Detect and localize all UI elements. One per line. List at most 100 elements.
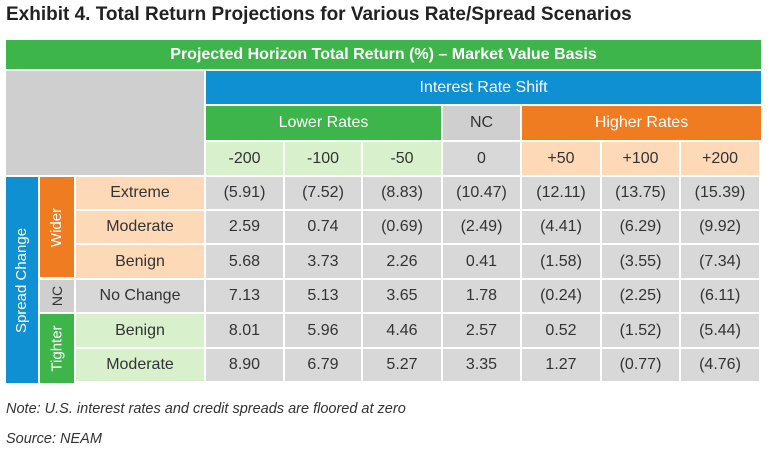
row-label: Moderate [76,211,204,243]
table-cell: (7.52) [285,177,361,209]
table-cell-text: 5.27 [386,356,418,373]
column-header: +50 [522,142,600,175]
table-cell: 6.79 [285,349,361,381]
row-label-text: Extreme [110,184,170,201]
table-cell: (0.69) [363,211,441,243]
table-cell-text: 3.73 [307,252,339,270]
table-cell-text: 1.27 [545,356,577,373]
group-higher-rates: Higher Rates [522,106,761,140]
table-cell-text: (13.75) [615,184,666,201]
table-cell: 8.90 [206,349,283,381]
row-label: Extreme [76,177,204,209]
spread-group-wider: Wider [40,177,74,277]
row-label-text: Benign [115,252,165,270]
table-cell: (10.47) [443,177,520,209]
table-cell-text: (7.52) [302,184,344,201]
group-nc-text: NC [469,114,494,131]
table-cell-text: (8.83) [381,184,423,201]
table-cell: (1.52) [602,314,679,347]
table-cell-text: 3.65 [386,287,418,304]
table-cell: (1.58) [522,245,600,278]
table-cell-text: 0.52 [545,321,577,339]
table-cell: (5.91) [206,177,283,209]
table-cell-text: (9.92) [699,218,741,235]
table-cell: (4.76) [681,349,759,381]
footnote: Note: U.S. interest rates and credit spr… [6,401,406,417]
table-cell: 5.13 [285,280,361,312]
group-nc: NC [443,106,520,140]
corner-block [6,71,204,175]
column-header: -50 [363,142,441,175]
table-cell-text: (1.52) [619,321,662,339]
row-label: No Change [76,280,204,312]
rate-shift-header-text: Interest Rate Shift [419,78,548,96]
row-label: Moderate [76,349,204,381]
table-cell: 4.46 [363,314,441,347]
column-header: +100 [602,142,679,175]
column-header-text: +200 [701,149,739,167]
column-header: 0 [443,142,520,175]
spread-change-label: Spread Change [6,177,38,383]
table-cell-text: 2.26 [386,252,418,270]
table-cell: (0.24) [522,280,600,312]
table-cell: 3.65 [363,280,441,312]
table-cell-text: 5.96 [307,321,339,339]
column-header-text: +100 [622,149,659,167]
table-cell-text: (3.55) [619,252,662,270]
spread-change-label-text: Spread Change [13,227,31,333]
table-cell: (6.11) [681,280,759,312]
table-cell: (2.49) [443,211,520,243]
table-cell-text: 0.74 [307,218,339,235]
group-lower-rates-text: Lower Rates [278,114,369,131]
table-cell-text: 2.57 [465,321,498,339]
spread-group-tighter: Tighter [40,314,74,383]
table-cell-text: (2.49) [460,218,503,235]
column-header-text: -200 [228,149,261,167]
column-header: +200 [681,142,759,175]
rate-shift-header: Interest Rate Shift [206,71,761,104]
group-higher-rates-text: Higher Rates [594,114,689,131]
column-header-text: -50 [390,149,414,167]
table-cell: 5.96 [285,314,361,347]
table-cell-text: (6.29) [619,218,662,235]
table-cell-text: (1.58) [540,252,582,270]
table-cell: 2.57 [443,314,520,347]
column-header-text: 0 [477,149,486,167]
table-cell-text: 8.01 [228,321,261,339]
table-cell-text: (2.25) [619,287,662,304]
source-note: Source: NEAM [6,431,102,447]
table-cell-text: 4.46 [386,321,418,339]
table-cell-text: (10.47) [456,184,507,201]
row-label-text: Moderate [106,356,174,373]
exhibit-title: Exhibit 4. Total Return Projections for … [6,4,632,25]
table-cell-text: (4.41) [540,218,582,235]
table-cell-text: 5.68 [228,252,261,270]
table-cell: 8.01 [206,314,283,347]
table-cell-text: (4.76) [699,356,741,373]
group-lower-rates: Lower Rates [206,106,441,140]
table-banner: Projected Horizon Total Return (%) – Mar… [6,40,761,69]
table-cell: (15.39) [681,177,759,209]
row-label-text: Benign [115,321,165,339]
table-cell: 2.59 [206,211,283,243]
spread-group-tighter-text: Tighter [48,325,66,372]
table-cell: 0.74 [285,211,361,243]
table-cell-text: (12.11) [536,184,586,201]
table-cell: 3.35 [443,349,520,381]
table-cell-text: 5.13 [307,287,339,304]
column-header-text: -100 [306,149,340,167]
table-cell-text: (6.11) [699,287,741,304]
table-cell-text: 3.35 [465,356,498,373]
table-cell-text: (5.91) [223,184,266,201]
table-cell: 2.26 [363,245,441,278]
table-cell: 7.13 [206,280,283,312]
row-label-text: Moderate [106,218,174,235]
table-cell-text: 0.41 [465,252,498,270]
table-cell-text: (0.24) [540,287,582,304]
table-cell: (9.92) [681,211,759,243]
table-cell: 0.52 [522,314,600,347]
table-cell: (8.83) [363,177,441,209]
table-cell: (7.34) [681,245,759,278]
table-cell-text: (0.69) [381,218,423,235]
table-cell: (13.75) [602,177,679,209]
